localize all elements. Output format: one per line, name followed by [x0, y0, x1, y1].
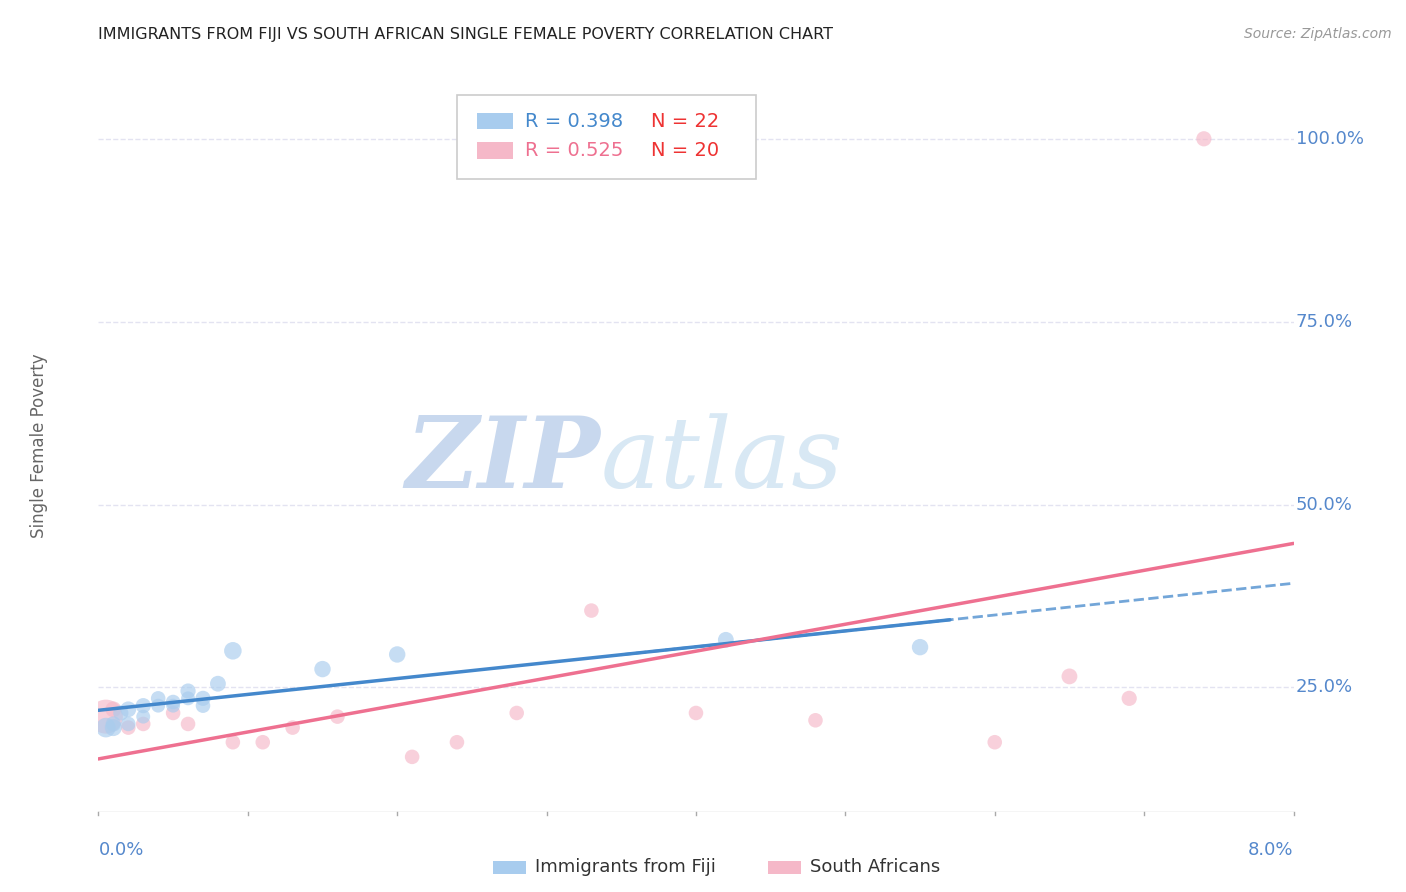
Text: Immigrants from Fiji: Immigrants from Fiji	[534, 858, 716, 876]
Point	[446, 735, 468, 749]
Point	[685, 706, 707, 720]
Point	[110, 706, 132, 720]
Point	[908, 640, 931, 655]
Text: 100.0%: 100.0%	[1296, 130, 1364, 148]
Text: R = 0.398: R = 0.398	[524, 112, 623, 131]
Point	[326, 709, 349, 723]
Point	[132, 698, 155, 713]
Point	[714, 632, 737, 647]
Point	[103, 717, 125, 731]
Point	[94, 709, 117, 723]
FancyBboxPatch shape	[477, 143, 513, 159]
Point	[117, 702, 139, 716]
Point	[177, 717, 200, 731]
Point	[94, 721, 117, 735]
Point	[385, 648, 409, 662]
Point	[103, 702, 125, 716]
Text: ZIP: ZIP	[405, 412, 600, 508]
Text: 0.0%: 0.0%	[98, 841, 143, 859]
Point	[311, 662, 333, 676]
Point	[983, 735, 1005, 749]
Point	[162, 706, 184, 720]
Text: 50.0%: 50.0%	[1296, 496, 1353, 514]
Text: IMMIGRANTS FROM FIJI VS SOUTH AFRICAN SINGLE FEMALE POVERTY CORRELATION CHART: IMMIGRANTS FROM FIJI VS SOUTH AFRICAN SI…	[98, 27, 834, 42]
Text: R = 0.525: R = 0.525	[524, 141, 623, 160]
Point	[222, 735, 245, 749]
Point	[1059, 669, 1081, 683]
Point	[103, 721, 125, 735]
FancyBboxPatch shape	[457, 95, 756, 179]
Text: atlas: atlas	[600, 413, 844, 508]
FancyBboxPatch shape	[477, 113, 513, 129]
FancyBboxPatch shape	[768, 861, 801, 874]
Point	[191, 698, 214, 713]
Point	[162, 695, 184, 709]
Point	[222, 644, 245, 658]
Point	[207, 676, 229, 690]
Text: Single Female Poverty: Single Female Poverty	[30, 354, 48, 538]
Point	[1192, 132, 1215, 146]
Point	[281, 721, 304, 735]
Text: N = 20: N = 20	[651, 141, 718, 160]
Point	[117, 721, 139, 735]
Point	[1118, 691, 1140, 706]
Point	[401, 749, 423, 764]
FancyBboxPatch shape	[494, 861, 526, 874]
Point	[804, 714, 827, 728]
Text: South Africans: South Africans	[810, 858, 939, 876]
Text: N = 22: N = 22	[651, 112, 718, 131]
Point	[132, 717, 155, 731]
Point	[191, 691, 214, 706]
Point	[581, 604, 603, 618]
Point	[177, 684, 200, 698]
Point	[506, 706, 529, 720]
Point	[148, 698, 170, 713]
Point	[132, 709, 155, 723]
Point	[252, 735, 274, 749]
Point	[177, 691, 200, 706]
Point	[148, 691, 170, 706]
Text: 25.0%: 25.0%	[1296, 679, 1353, 697]
Point	[162, 698, 184, 713]
Text: 75.0%: 75.0%	[1296, 313, 1353, 331]
Point	[117, 717, 139, 731]
Text: Source: ZipAtlas.com: Source: ZipAtlas.com	[1244, 27, 1392, 41]
Text: 8.0%: 8.0%	[1249, 841, 1294, 859]
